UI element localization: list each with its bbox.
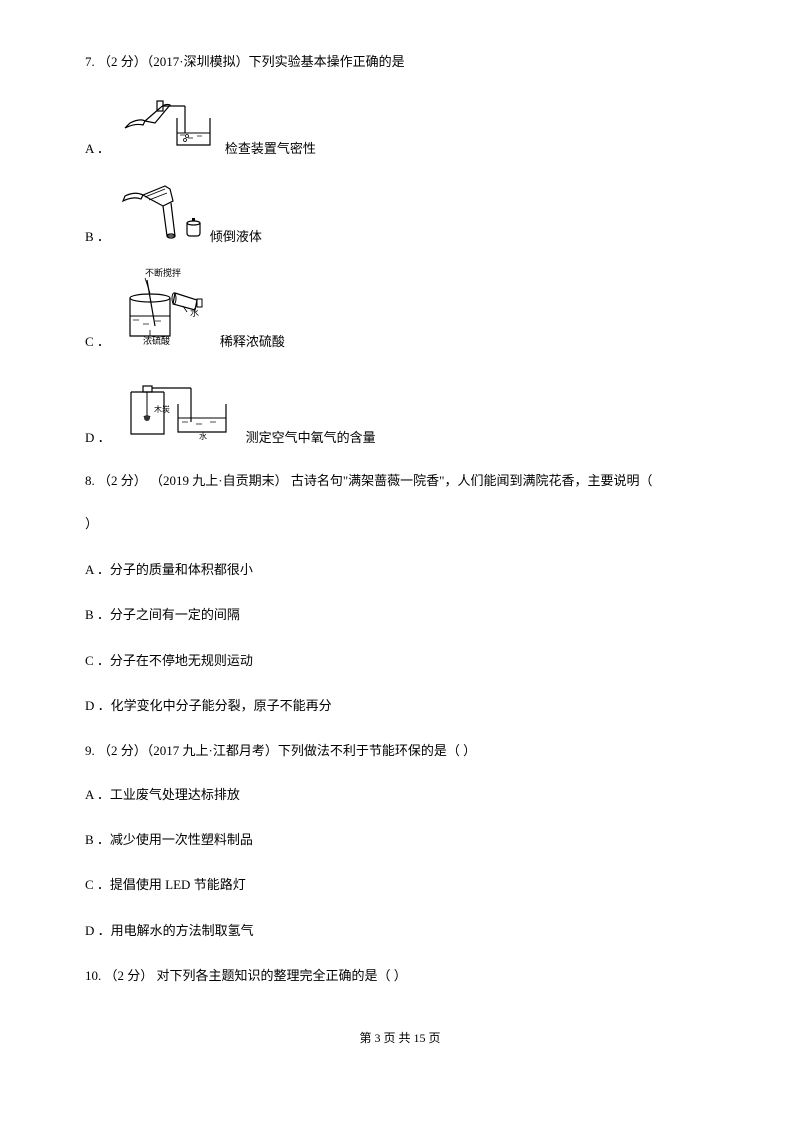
label-carbon: 木炭 — [154, 404, 170, 414]
q8-close: ） — [85, 512, 715, 535]
q9-option-d: D ．用电解水的方法制取氢气 — [85, 919, 715, 942]
q8-option-b: B ．分子之间有一定的间隔 — [85, 603, 715, 626]
diagram-oxygen-measure: 木炭 水 — [116, 374, 246, 449]
diagram-check-airtight — [115, 93, 225, 160]
q7-option-d: D ． 木炭 水 测定空气中氧气的含量 — [85, 374, 715, 449]
label-acid: 浓硫酸 — [143, 335, 170, 346]
option-text: 倾倒液体 — [210, 225, 262, 248]
option-letter: C ． — [85, 330, 110, 353]
q7-option-a: A ． 检查装置气密性 — [85, 93, 715, 160]
option-letter: D ． — [85, 426, 111, 449]
label-stir: 不断搅拌 — [145, 268, 181, 278]
diagram-dilute-acid: 不断搅拌 水 浓硫酸 — [115, 268, 220, 353]
q9-stem: 9. （2 分）（2017 九上·江都月考）下列做法不利于节能环保的是（ ） — [85, 739, 715, 762]
q7-option-c: C ． 不断搅拌 水 浓硫酸 稀释浓硫酸 — [85, 268, 715, 353]
option-letter: A ． — [85, 137, 110, 160]
option-text: 稀释浓硫酸 — [220, 330, 285, 353]
q9-option-c: C ．提倡使用 LED 节能路灯 — [85, 873, 715, 896]
q8-stem: 8. （2 分） （2019 九上·自贡期末） 古诗名句"满架蔷薇一院香"，人们… — [85, 469, 715, 492]
diagram-pour-liquid — [115, 181, 210, 248]
option-text: 检查装置气密性 — [225, 137, 316, 160]
label-water-d: 水 — [199, 431, 207, 441]
q9-option-a: A ．工业废气处理达标排放 — [85, 783, 715, 806]
q8-option-a: A ．分子的质量和体积都很小 — [85, 558, 715, 581]
q10-stem: 10. （2 分） 对下列各主题知识的整理完全正确的是（ ） — [85, 964, 715, 987]
option-letter: B ． — [85, 225, 110, 248]
q8-option-d: D ．化学变化中分子能分裂，原子不能再分 — [85, 694, 715, 717]
label-water: 水 — [190, 307, 199, 318]
page-footer: 第 3 页 共 15 页 — [85, 1028, 715, 1050]
q7-option-b: B ． 倾倒液体 — [85, 181, 715, 248]
option-text: 测定空气中氧气的含量 — [246, 426, 376, 449]
q7-stem: 7. （2 分）（2017·深圳模拟）下列实验基本操作正确的是 — [85, 50, 715, 73]
q8-option-c: C ．分子在不停地无规则运动 — [85, 649, 715, 672]
q9-option-b: B ．减少使用一次性塑料制品 — [85, 828, 715, 851]
